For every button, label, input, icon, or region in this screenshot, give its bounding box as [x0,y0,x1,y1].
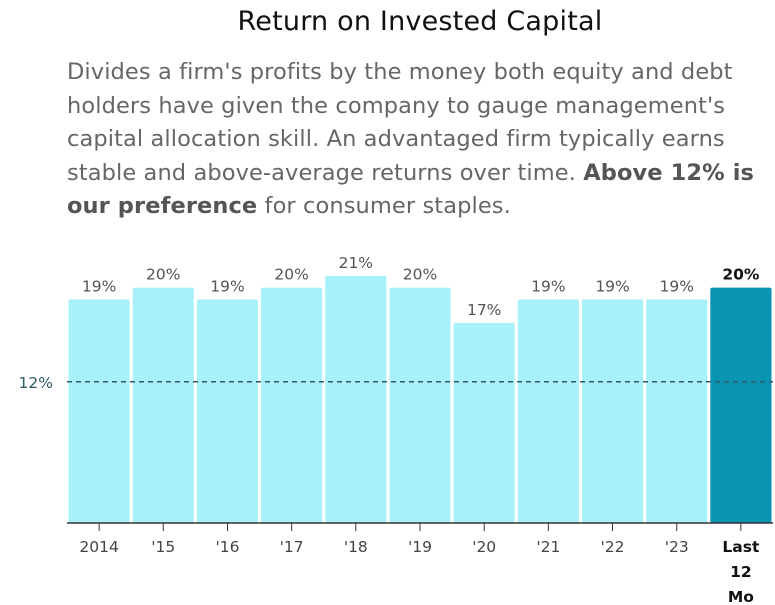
value-label-6: 17% [467,301,501,319]
bar-9 [646,299,708,523]
x-tick-label-6: '20 [472,538,496,556]
value-label-7: 19% [531,277,565,295]
x-tick-label-5: '19 [408,538,432,556]
labels-group: 19% 2014 20% '15 19% '16 20% '17 21% '18 20% '19 17%… [79,254,760,605]
chart-description: Divides a firm's profits by the money bo… [67,56,772,224]
x-tick-label-1: '15 [151,538,175,556]
x-tick-label-9: '23 [665,538,689,556]
bar-5 [389,287,451,523]
bar-10 [710,287,772,523]
x-axis [67,522,773,531]
x-tick-label-3: '17 [280,538,304,556]
x-tick-label-7: '21 [536,538,560,556]
value-label-5: 20% [403,266,437,284]
value-label-10: 20% [722,266,760,284]
x-tick-label-4: '18 [344,538,368,556]
x-tick-label-0: 2014 [79,538,118,556]
x-tick-label-10-line-0: Last [722,538,760,556]
description-text: Divides a firm's profits by the money bo… [67,59,733,186]
bar-3 [261,287,323,523]
value-label-8: 19% [595,277,629,295]
bar-4 [325,275,387,523]
value-label-4: 21% [339,254,373,272]
bar-1 [132,287,194,523]
chart-title: Return on Invested Capital [237,6,603,37]
description-emphasis: Above 12% is our preference [67,159,754,220]
reference-line-label: 12% [19,374,53,392]
bar-6 [453,322,515,523]
bars-group [68,275,772,523]
x-tick-label-10-line-1: 12 [730,563,752,581]
bar-7 [517,299,579,523]
x-tick-label-10-line-2: Mo [728,588,754,605]
value-label-3: 20% [274,266,308,284]
reference-line-group: 12% [19,374,773,392]
value-label-0: 19% [82,277,116,295]
value-label-9: 19% [660,277,694,295]
x-tick-label-8: '22 [601,538,625,556]
value-label-1: 20% [146,266,180,284]
bar-8 [581,299,644,523]
bar-2 [196,299,259,523]
x-tick-label-2: '16 [215,538,239,556]
value-label-2: 19% [210,277,244,295]
description-tail: for consumer staples. [257,193,511,219]
bar-0 [68,299,130,523]
